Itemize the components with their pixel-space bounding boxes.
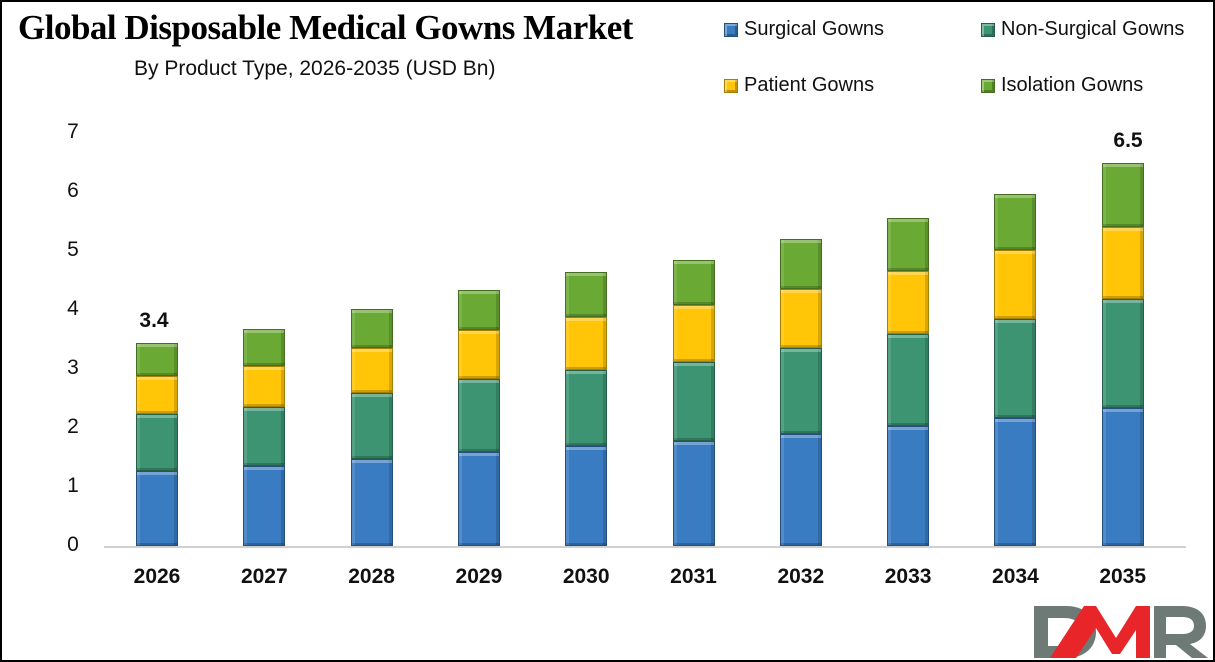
bar-segment-isolation-gowns (457, 289, 500, 331)
y-tick-label: 4 (67, 297, 79, 320)
y-tick-label: 0 (67, 533, 79, 556)
x-tick-label: 2027 (240, 565, 288, 588)
bar-segment-non-surgical-gowns (350, 393, 393, 460)
bar-segment-patient-gowns (672, 304, 715, 362)
bar-2028 (350, 309, 393, 546)
x-tick-label: 2035 (1099, 565, 1147, 588)
bar-segment-isolation-gowns (779, 238, 822, 289)
bar-2035 (1101, 162, 1144, 546)
x-tick-label: 2032 (777, 565, 825, 588)
y-tick-label: 1 (67, 474, 79, 497)
bar-2032 (779, 238, 822, 546)
x-tick-label: 2029 (455, 565, 503, 588)
bar-segment-non-surgical-gowns (136, 413, 178, 472)
bar-2026 (136, 343, 178, 546)
dmr-logo-icon (1034, 606, 1208, 658)
y-tick-label: 7 (67, 120, 79, 143)
legend-label: Non-Surgical Gowns (1001, 18, 1185, 40)
bar-segment-patient-gowns (457, 330, 500, 380)
data-label-2026: 3.4 (139, 309, 169, 332)
x-tick-label: 2033 (884, 565, 932, 588)
legend-item-surgical-gowns: Surgical Gowns (724, 18, 884, 41)
bar-segment-isolation-gowns (136, 343, 178, 376)
legend-item-patient-gowns: Patient Gowns (724, 74, 874, 97)
y-tick-label: 2 (67, 415, 79, 438)
x-tick-label: 2028 (348, 565, 395, 588)
legend-swatch-icon (724, 22, 738, 37)
bar-segment-surgical-gowns (672, 440, 715, 546)
bar-segment-isolation-gowns (994, 193, 1037, 250)
bar-segment-patient-gowns (1101, 226, 1144, 299)
bar-segment-isolation-gowns (1101, 162, 1144, 227)
legend-label: Isolation Gowns (1001, 74, 1144, 96)
bar-segment-surgical-gowns (565, 446, 608, 546)
x-tick-label: 2031 (670, 565, 717, 588)
chart-title: Global Disposable Medical Gowns Market (18, 8, 633, 47)
legend: Surgical Gowns Non-Surgical Gowns Patien… (724, 18, 1214, 108)
bar-2034 (994, 193, 1037, 546)
bar-segment-patient-gowns (887, 271, 930, 335)
bar-segment-surgical-gowns (779, 433, 822, 546)
bar-segment-surgical-gowns (887, 426, 930, 546)
legend-label: Surgical Gowns (744, 18, 885, 40)
x-tick-label: 2026 (133, 565, 181, 588)
bar-segment-isolation-gowns (350, 309, 393, 349)
bar-segment-isolation-gowns (243, 328, 286, 367)
bar-segment-non-surgical-gowns (565, 370, 608, 447)
bar-segment-non-surgical-gowns (672, 361, 715, 441)
legend-swatch-icon (981, 22, 995, 37)
bar-segment-non-surgical-gowns (994, 318, 1037, 418)
legend-item-isolation-gowns: Isolation Gowns (981, 74, 1143, 97)
bar-segment-isolation-gowns (565, 272, 608, 318)
legend-swatch-icon (724, 78, 738, 93)
bar-segment-non-surgical-gowns (243, 406, 286, 466)
bar-segment-patient-gowns (565, 317, 608, 371)
x-tick-label: 2034 (992, 565, 1039, 588)
bar-segment-non-surgical-gowns (457, 379, 500, 453)
bar-segment-non-surgical-gowns (887, 334, 930, 427)
bar-segment-surgical-gowns (350, 459, 393, 546)
x-tick-label: 2030 (562, 565, 610, 588)
bar-2027 (243, 328, 286, 546)
bar-segment-surgical-gowns (994, 417, 1037, 546)
bar-segment-surgical-gowns (457, 452, 500, 546)
bar-segment-surgical-gowns (136, 471, 178, 546)
data-label-2035: 6.5 (1113, 129, 1143, 152)
chart-subtitle: By Product Type, 2026-2035 (USD Bn) (134, 57, 496, 80)
bar-segment-non-surgical-gowns (779, 347, 822, 434)
legend-label: Patient Gowns (744, 74, 875, 96)
bar-segment-patient-gowns (350, 348, 393, 394)
y-tick-label: 6 (67, 179, 79, 202)
bar-segment-patient-gowns (994, 249, 1037, 319)
y-tick-label: 5 (67, 238, 79, 261)
bar-2029 (457, 289, 500, 546)
x-axis-line (104, 546, 1186, 548)
bar-2033 (887, 217, 930, 546)
legend-swatch-icon (981, 78, 995, 93)
bar-2031 (672, 260, 715, 546)
bar-segment-isolation-gowns (887, 217, 930, 272)
y-tick-label: 3 (67, 356, 79, 379)
bar-segment-patient-gowns (136, 375, 178, 414)
bar-segment-surgical-gowns (1101, 407, 1144, 546)
bar-segment-surgical-gowns (243, 465, 286, 546)
bar-segment-isolation-gowns (672, 260, 715, 305)
legend-item-non-surgical-gowns: Non-Surgical Gowns (981, 18, 1184, 41)
bar-2030 (565, 272, 608, 546)
bar-segment-patient-gowns (779, 288, 822, 348)
bar-segment-non-surgical-gowns (1101, 298, 1144, 408)
bar-segment-patient-gowns (243, 366, 286, 407)
